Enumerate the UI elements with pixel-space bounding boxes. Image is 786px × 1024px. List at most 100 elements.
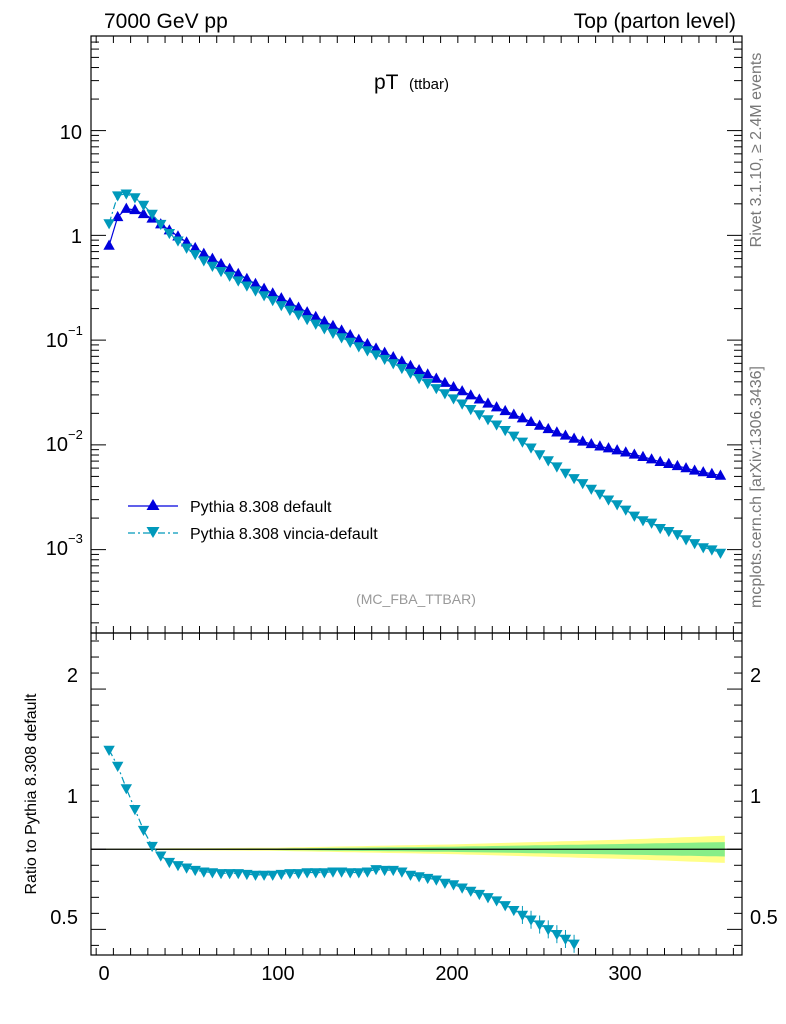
marker-default bbox=[594, 440, 606, 451]
ratio-marker-vincia bbox=[533, 920, 546, 931]
y-tick-exponent-1e-1: −1 bbox=[68, 323, 83, 338]
ratio-marker-vincia bbox=[249, 870, 262, 881]
ratio-marker-vincia bbox=[103, 745, 115, 756]
marker-vincia bbox=[129, 193, 141, 204]
marker-default bbox=[318, 315, 331, 326]
marker-vincia bbox=[292, 310, 305, 321]
marker-default bbox=[465, 389, 477, 400]
marker-vincia bbox=[611, 500, 623, 511]
marker-default bbox=[611, 444, 623, 455]
marker-vincia bbox=[318, 324, 331, 335]
marker-default bbox=[439, 376, 451, 387]
ratio-marker-vincia bbox=[129, 805, 141, 816]
marker-default bbox=[663, 457, 675, 468]
ratio-marker-vincia bbox=[180, 863, 193, 874]
marker-default bbox=[232, 267, 244, 278]
marker-default bbox=[189, 241, 201, 253]
marker-vincia bbox=[137, 200, 150, 211]
marker-vincia bbox=[275, 301, 288, 312]
marker-vincia bbox=[103, 219, 115, 230]
legend: Pythia 8.308 default Pythia 8.308 vincia… bbox=[128, 499, 378, 543]
marker-vincia bbox=[120, 189, 133, 200]
marker-vincia bbox=[516, 437, 529, 448]
mcplots-label: mcplots.cern.ch [arXiv:1306.3436] bbox=[748, 366, 765, 608]
marker-vincia bbox=[413, 373, 425, 385]
marker-vincia bbox=[594, 489, 606, 500]
marker-default bbox=[482, 397, 494, 408]
marker-vincia bbox=[585, 484, 598, 495]
y-tick-exponent-1e-2: −2 bbox=[68, 427, 83, 442]
marker-default bbox=[223, 262, 236, 273]
ratio-marker-vincia bbox=[404, 870, 417, 881]
ratio-marker-vincia bbox=[559, 934, 572, 945]
main-series-layer bbox=[103, 189, 727, 559]
ratio-marker-vincia bbox=[206, 868, 219, 879]
legend-label-vincia: Pythia 8.308 vincia-default bbox=[190, 526, 378, 543]
marker-vincia bbox=[473, 410, 486, 421]
y-tick-label-1e-2: 10 bbox=[46, 434, 68, 456]
ratio-marker-vincia bbox=[318, 868, 331, 879]
ratio-marker-vincia bbox=[370, 865, 382, 876]
rivet-label: Rivet 3.1.10, ≥ 2.4M events bbox=[748, 53, 765, 248]
marker-default bbox=[499, 404, 511, 416]
ratio-marker-vincia bbox=[120, 784, 133, 795]
ratio-marker-vincia bbox=[551, 929, 563, 941]
marker-default bbox=[473, 393, 486, 404]
ratio-marker-vincia bbox=[542, 925, 554, 936]
ratio-marker-vincia bbox=[421, 873, 434, 885]
marker-vincia bbox=[155, 219, 167, 231]
ratio-axis-ticks bbox=[91, 633, 742, 955]
ratio-marker-vincia bbox=[310, 868, 322, 879]
legend-marker-vincia bbox=[146, 527, 160, 538]
ratio-marker-vincia bbox=[146, 841, 158, 853]
ratio-y-tick-label-0.5: 0.5 bbox=[50, 907, 78, 929]
ratio-marker-vincia bbox=[111, 761, 124, 772]
marker-vincia bbox=[482, 415, 494, 426]
marker-vincia bbox=[421, 378, 434, 390]
marker-vincia bbox=[706, 545, 718, 556]
header-right: Top (parton level) bbox=[574, 10, 736, 33]
marker-vincia bbox=[172, 236, 184, 247]
marker-default bbox=[525, 415, 537, 427]
ratio-marker-vincia bbox=[155, 851, 167, 862]
ratio-marker-vincia bbox=[232, 869, 244, 880]
marker-default bbox=[551, 426, 563, 437]
marker-vincia bbox=[198, 256, 210, 267]
marker-vincia bbox=[327, 328, 339, 339]
marker-default bbox=[396, 355, 408, 366]
marker-vincia bbox=[215, 266, 227, 278]
ratio-marker-vincia bbox=[241, 869, 253, 881]
ratio-y-tick-labels: 0.5 1 2 0.5 1 2 bbox=[50, 665, 778, 929]
marker-default bbox=[490, 401, 503, 412]
marker-default bbox=[671, 459, 684, 471]
main-x-axis-ticks bbox=[95, 36, 734, 633]
ratio-series-layer bbox=[103, 745, 580, 953]
marker-default bbox=[421, 368, 434, 379]
ratio-marker-vincia bbox=[387, 865, 399, 877]
ratio-y-tick-label-1: 1 bbox=[67, 786, 78, 808]
marker-default bbox=[129, 203, 141, 215]
marker-vincia bbox=[284, 305, 296, 316]
marker-vincia bbox=[361, 346, 374, 357]
ratio-marker-vincia bbox=[292, 869, 305, 880]
marker-default bbox=[266, 287, 279, 298]
ratio-y-tick-label-right-0.5: 0.5 bbox=[750, 907, 778, 929]
marker-default bbox=[413, 364, 425, 375]
ratio-marker-vincia bbox=[275, 869, 288, 881]
marker-vincia bbox=[249, 286, 262, 297]
marker-vincia bbox=[378, 354, 391, 366]
ratio-marker-vincia bbox=[344, 868, 356, 879]
marker-vincia bbox=[266, 296, 279, 307]
marker-default bbox=[714, 469, 727, 480]
ratio-frame bbox=[90, 632, 743, 956]
marker-default bbox=[137, 207, 150, 219]
marker-vincia bbox=[335, 333, 348, 344]
marker-default bbox=[120, 202, 133, 213]
marker-vincia bbox=[439, 389, 451, 400]
marker-vincia bbox=[223, 271, 236, 282]
marker-default bbox=[301, 306, 313, 317]
marker-vincia bbox=[680, 535, 692, 546]
y-tick-exponent-1e-3: −3 bbox=[68, 531, 83, 546]
marker-default bbox=[542, 422, 554, 434]
ratio-marker-vincia bbox=[198, 867, 210, 878]
